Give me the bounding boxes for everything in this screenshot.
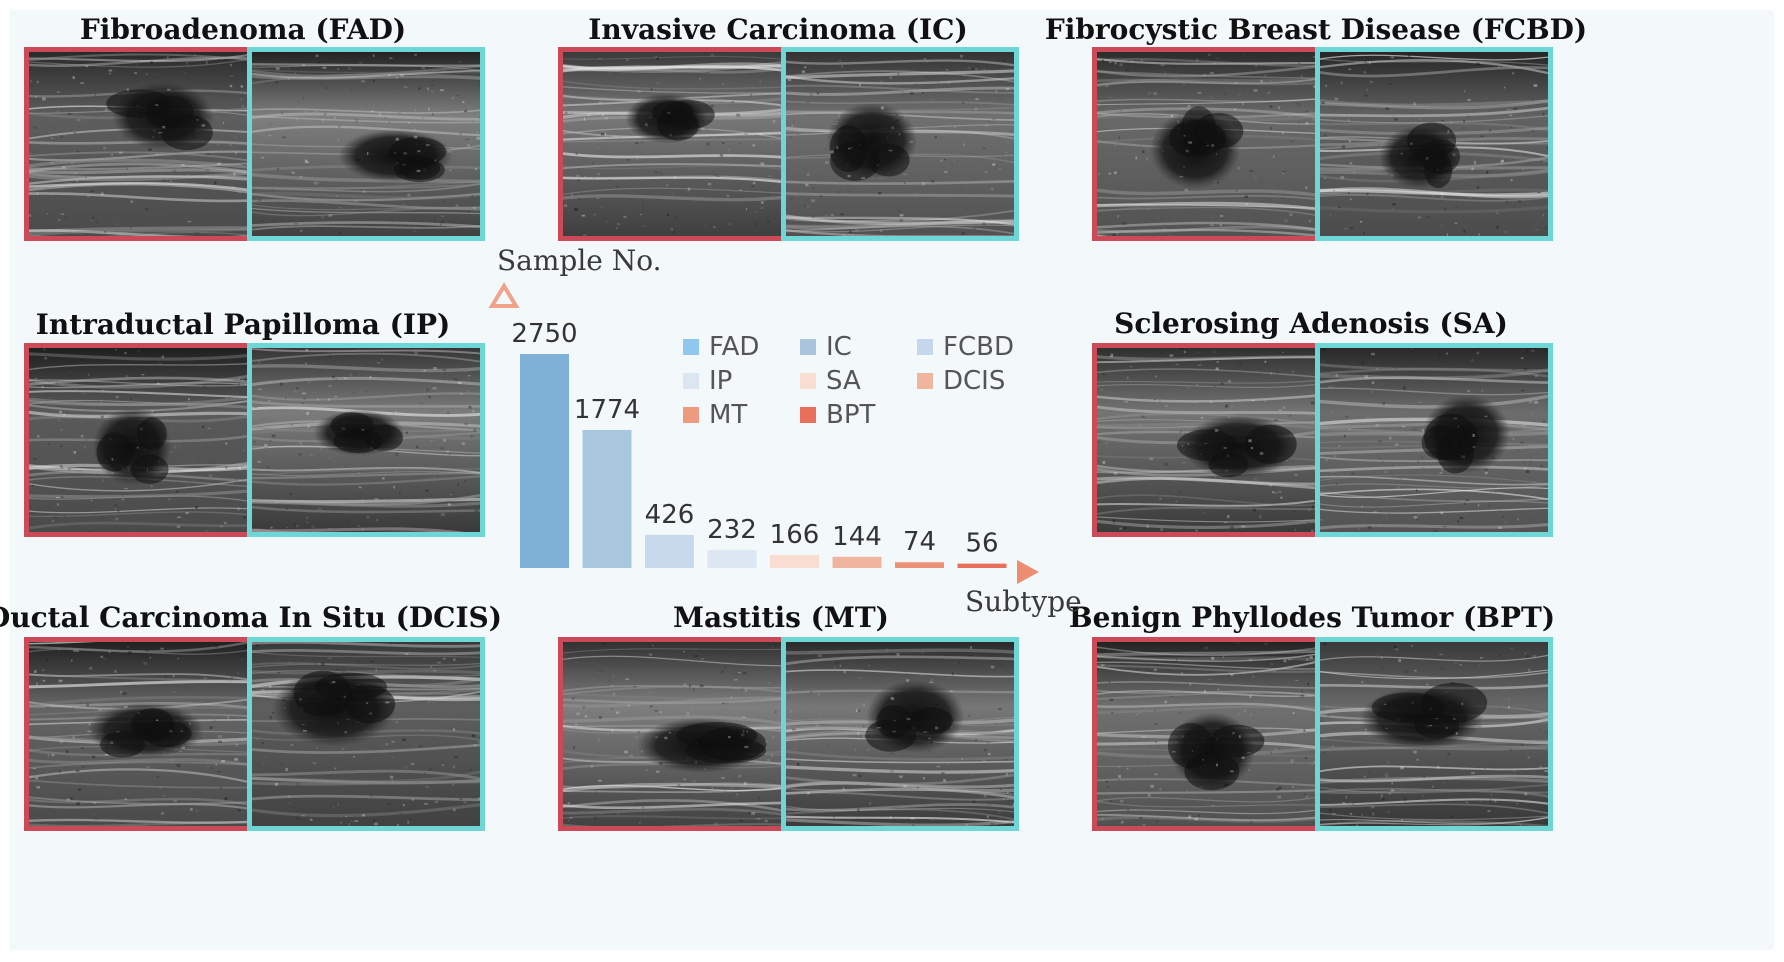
title-sa: Sclerosing Adenosis (SA) (1114, 307, 1508, 340)
legend-label-dcis: DCIS (943, 366, 1005, 396)
chart-legend: FAD IC FCBD IP SA DCIS MT BPT (683, 332, 1014, 430)
ultrasound-image-ic-right (781, 47, 1019, 241)
value-label-fad: 2750 (511, 319, 577, 349)
title-bpt: Benign Phyllodes Tumor (BPT) (1068, 601, 1556, 634)
title-fcbd: Fibrocystic Breast Disease (FCBD) (1044, 13, 1588, 46)
chart-axes: Sample No. Subtype (488, 244, 1082, 618)
bar-fcbd (645, 534, 694, 568)
legend-label-ic: IC (826, 332, 852, 362)
legend-label-sa: SA (826, 366, 861, 396)
ultrasound-image-ic-left (558, 47, 796, 241)
bar-fad (520, 354, 569, 568)
value-label-ip: 232 (707, 515, 757, 545)
legend-label-mt: MT (709, 400, 747, 430)
legend-label-fad: FAD (709, 332, 759, 362)
value-label-mt: 74 (903, 527, 936, 557)
bar-sa (770, 555, 819, 568)
ultrasound-image-fcbd-right (1315, 47, 1553, 241)
legend-swatch-fad (683, 339, 699, 355)
ultrasound-image-mt-right (781, 637, 1019, 831)
legend-swatch-ip (683, 373, 699, 389)
title-mt: Mastitis (MT) (673, 601, 889, 634)
title-fad: Fibroadenoma (FAD) (79, 13, 407, 46)
legend-swatch-ic (800, 339, 816, 355)
chart-bars (520, 354, 1007, 568)
legend-label-ip: IP (709, 366, 732, 396)
ultrasound-image-dcis-right (247, 637, 485, 831)
ultrasound-image-mt-left (558, 637, 796, 831)
bar-bpt (957, 563, 1007, 568)
ultrasound-image-fcbd-left (1092, 47, 1330, 241)
ultrasound-image-fad-right (247, 47, 485, 241)
ultrasound-image-bpt-left (1092, 637, 1330, 831)
figure-canvas: Fibroadenoma (FAD) Invasive Carcinoma (I… (0, 10, 1774, 950)
ultrasound-image-bpt-right (1315, 637, 1553, 831)
value-label-ic: 1774 (574, 395, 640, 425)
legend-swatch-bpt (800, 407, 816, 423)
legend-label-fcbd: FCBD (943, 332, 1014, 362)
ultrasound-image-sa-right (1315, 343, 1553, 537)
legend-swatch-dcis (917, 373, 933, 389)
y-axis-title: Sample No. (497, 244, 662, 277)
ultrasound-image-ip-left (24, 343, 262, 537)
bar-mt (895, 562, 944, 568)
value-label-sa: 166 (770, 520, 820, 550)
ultrasound-image-ip-right (247, 343, 485, 537)
legend-swatch-fcbd (917, 339, 933, 355)
value-label-dcis: 144 (832, 522, 882, 552)
legend-swatch-sa (800, 373, 816, 389)
title-dcis: Ductal Carcinoma In Situ (DCIS) (0, 601, 503, 634)
value-label-fcbd: 426 (645, 500, 695, 530)
bar-ic (582, 429, 632, 568)
title-ip: Intraductal Papilloma (IP) (35, 308, 451, 341)
y-axis-arrowhead (488, 282, 520, 308)
sample-count-bar-chart: Sample No. Subtype 2750 1774 426 232 166 144 7… (488, 244, 1082, 618)
title-ic: Invasive Carcinoma (IC) (588, 13, 968, 46)
x-axis-title: Subtype (965, 585, 1082, 618)
legend-swatch-mt (683, 407, 699, 423)
value-label-bpt: 56 (965, 529, 998, 559)
bar-ip (707, 549, 757, 568)
chart-value-labels: 2750 1774 426 232 166 144 74 56 (511, 319, 998, 559)
x-axis-arrowhead (1017, 560, 1039, 584)
bar-dcis (832, 556, 882, 568)
legend-label-bpt: BPT (826, 400, 876, 430)
